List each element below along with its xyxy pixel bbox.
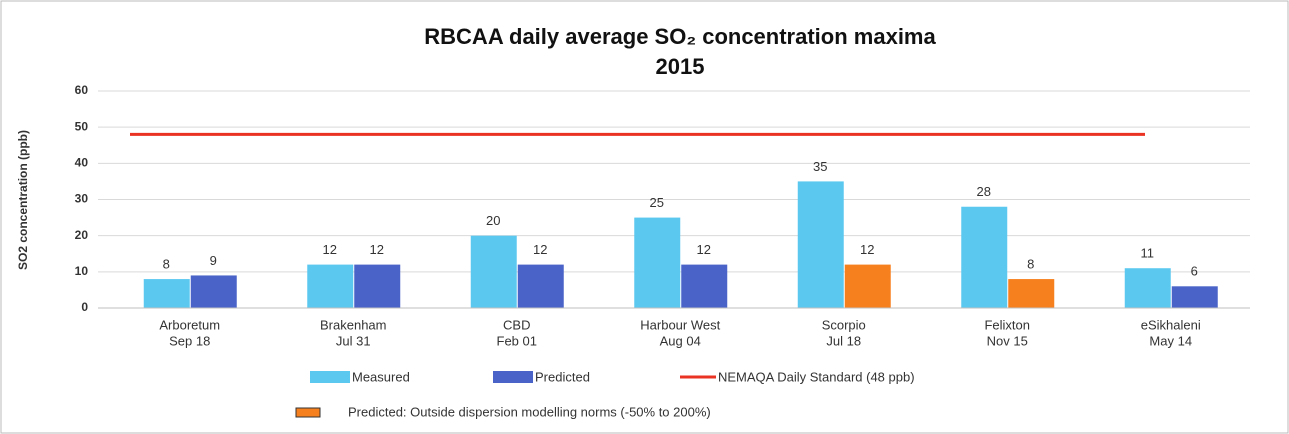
data-label: 9 xyxy=(210,253,217,268)
y-axis-label: SO2 concentration (ppb) xyxy=(16,130,30,270)
x-tick-label: Felixton xyxy=(984,317,1030,332)
chart-title: RBCAA daily average SO₂ concentration ma… xyxy=(424,24,936,49)
bar xyxy=(1171,286,1218,308)
bar xyxy=(1124,268,1171,308)
data-label: 25 xyxy=(650,195,664,210)
bar xyxy=(1008,279,1055,308)
x-tick-label: Jul 18 xyxy=(826,333,861,348)
bar xyxy=(190,275,237,308)
legend-label: Predicted: Outside dispersion modelling … xyxy=(348,404,711,419)
y-tick-label: 10 xyxy=(75,264,89,278)
data-label: 12 xyxy=(370,242,384,257)
x-tick-label: Sep 18 xyxy=(169,333,210,348)
data-label: 28 xyxy=(977,184,991,199)
data-label: 35 xyxy=(813,159,827,174)
data-label: 6 xyxy=(1191,264,1198,279)
x-tick-label: Jul 31 xyxy=(336,333,371,348)
bar xyxy=(634,217,681,308)
x-tick-label: Brakenham xyxy=(320,317,386,332)
legend-swatch xyxy=(493,371,533,383)
data-label: 12 xyxy=(533,242,547,257)
x-tick-label: May 14 xyxy=(1149,333,1192,348)
x-tick-label: Feb 01 xyxy=(497,333,537,348)
legend-label: Measured xyxy=(352,369,410,384)
bar xyxy=(143,279,190,308)
bar xyxy=(307,264,354,308)
y-tick-label: 60 xyxy=(75,83,89,97)
y-tick-label: 0 xyxy=(81,300,88,314)
bar xyxy=(844,264,891,308)
bar xyxy=(470,235,517,308)
y-tick-label: 50 xyxy=(75,119,89,133)
legend-label: Predicted xyxy=(535,369,590,384)
x-tick-label: Aug 04 xyxy=(660,333,701,348)
data-label: 12 xyxy=(323,242,337,257)
data-label: 11 xyxy=(1141,246,1155,261)
legend-swatch xyxy=(310,371,350,383)
data-label: 8 xyxy=(1027,257,1034,272)
data-label: 12 xyxy=(697,242,711,257)
x-tick-label: CBD xyxy=(503,317,530,332)
x-tick-label: Harbour West xyxy=(640,317,720,332)
y-tick-label: 40 xyxy=(75,156,89,170)
legend-label: NEMAQA Daily Standard (48 ppb) xyxy=(718,369,915,384)
data-label: 20 xyxy=(486,213,500,228)
bar xyxy=(354,264,401,308)
bar xyxy=(961,206,1008,308)
data-label: 12 xyxy=(860,242,874,257)
data-label: 8 xyxy=(163,257,170,272)
y-tick-label: 30 xyxy=(75,192,89,206)
x-tick-label: Nov 15 xyxy=(987,333,1028,348)
x-tick-label: eSikhaleni xyxy=(1141,317,1201,332)
legend-swatch xyxy=(295,407,321,418)
bar xyxy=(681,264,728,308)
bar xyxy=(517,264,564,308)
x-tick-label: Scorpio xyxy=(822,317,866,332)
chart-title: 2015 xyxy=(656,54,705,79)
bar xyxy=(797,181,844,308)
y-tick-label: 20 xyxy=(75,228,89,242)
x-tick-label: Arboretum xyxy=(159,317,220,332)
